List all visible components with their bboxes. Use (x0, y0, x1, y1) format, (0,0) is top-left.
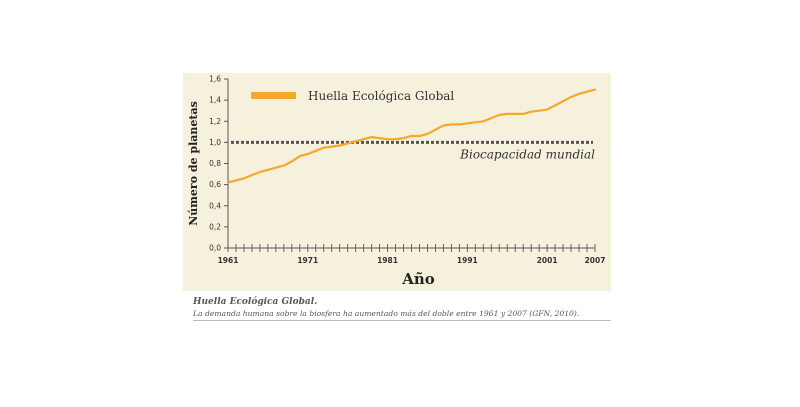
legend-swatch (251, 92, 296, 99)
x-tick-label: 2007 (585, 256, 606, 265)
caption-text: La demanda humana sobre la biosfera ha a… (193, 309, 611, 321)
reference-line-label: Biocapacidad mundial (459, 147, 595, 161)
y-tick-label: 1,2 (209, 117, 221, 126)
x-tick-label: 1961 (218, 256, 239, 265)
x-axis-title: Año (401, 270, 435, 288)
y-tick-label: 0,8 (209, 159, 221, 168)
plot-panel (183, 73, 611, 291)
y-tick-label: 1,4 (209, 96, 221, 105)
x-ticks: 1961 1971 1981 1991 2001 2007 (218, 244, 606, 265)
y-tick-label: 0,0 (209, 244, 221, 253)
x-tick-label: 1981 (377, 256, 398, 265)
legend-label: Huella Ecológica Global (308, 89, 454, 103)
y-tick-label: 0,6 (209, 180, 221, 189)
x-tick-label: 1991 (457, 256, 478, 265)
figure: 0,0 0,2 0,4 0,6 0,8 1,0 1,2 1,4 1,6 1961 1971 1981… (183, 73, 611, 323)
chart: 0,0 0,2 0,4 0,6 0,8 1,0 1,2 1,4 1,6 1961 1971 1981… (187, 75, 606, 289)
x-tick-label: 1971 (297, 256, 318, 265)
y-tick-label: 1,0 (209, 138, 221, 147)
caption: Huella Ecológica Global. La demanda huma… (193, 297, 611, 321)
x-tick-label: 2001 (537, 256, 558, 265)
y-tick-label: 0,2 (209, 222, 221, 231)
y-tick-label: 1,6 (209, 75, 221, 84)
y-ticks: 0,0 0,2 0,4 0,6 0,8 1,0 1,2 1,4 1,6 (209, 75, 228, 253)
y-tick-label: 0,4 (209, 201, 221, 210)
series-line-huella (226, 88, 597, 184)
caption-title: Huella Ecológica Global. (193, 297, 318, 307)
y-axis-title: Número de planetas (187, 101, 200, 226)
